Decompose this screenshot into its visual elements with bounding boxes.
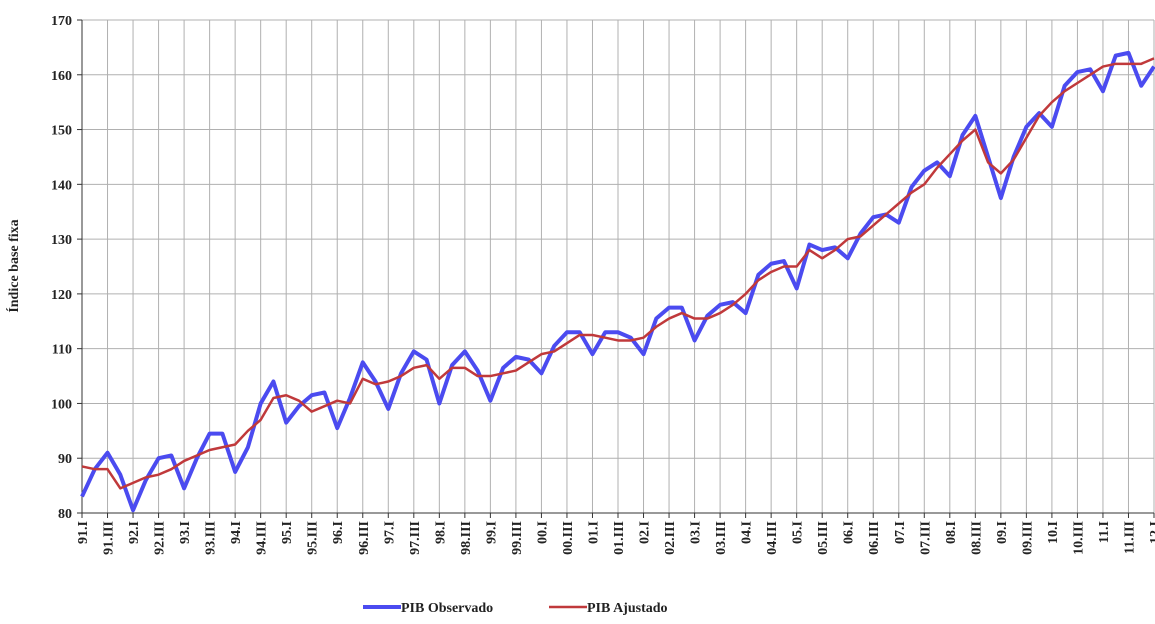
x-tick-label: 94.III (255, 521, 270, 555)
x-tick-label: 11.III (1122, 521, 1137, 554)
x-tick-label: 98.III (459, 521, 474, 555)
x-tick-label: 04.I (740, 521, 755, 544)
x-tick-label: 95.III (306, 521, 321, 555)
x-tick-label: 91.III (102, 521, 117, 555)
x-tick-label: 08.I (944, 521, 959, 544)
x-tick-label: 92.I (127, 521, 142, 544)
y-tick-label: 90 (58, 452, 72, 467)
x-tick-label: 92.III (153, 521, 168, 555)
x-tick-label: 99.III (510, 521, 525, 555)
x-tick-label: 05.I (791, 521, 806, 544)
x-tick-label: 05.III (816, 521, 831, 555)
x-tick-label: 09.I (995, 521, 1010, 544)
x-tick-label: 99.I (484, 521, 499, 544)
x-tick-label: 04.III (765, 521, 780, 555)
x-tick-label: 07.III (918, 521, 933, 555)
y-tick-label: 120 (51, 288, 72, 303)
x-tick-label: 98.I (433, 521, 448, 544)
x-tick-label: 06.III (867, 521, 882, 555)
data-line (81, 57, 1155, 490)
x-tick-label: 91.I (76, 521, 91, 544)
x-tick-label: 02.I (638, 521, 653, 544)
x-tick-label: 00.III (561, 521, 576, 555)
data-line (80, 50, 1155, 513)
x-tick-label: 06.I (842, 521, 857, 544)
x-tick-label: 03.III (714, 521, 729, 555)
x-tick-label: 03.I (689, 521, 704, 544)
y-tick-label: 80 (58, 507, 72, 522)
x-tick-label: 96.I (331, 521, 346, 544)
x-tick-label: 10.I (1046, 521, 1061, 544)
y-tick-label: 160 (51, 69, 72, 84)
x-tick-label: 95.I (280, 521, 295, 544)
x-tick-label: 08.III (969, 521, 984, 555)
x-tick-label: 01.III (612, 521, 627, 555)
x-tick-label: 07.I (893, 521, 908, 544)
x-tick-label: 10.III (1071, 521, 1086, 555)
x-tick-label: 97.III (408, 521, 423, 555)
x-tick-label: 12.I (1148, 521, 1155, 544)
y-tick-label: 140 (51, 178, 72, 193)
x-tick-label: 01.I (586, 521, 601, 544)
x-tick-label: 09.III (1020, 521, 1035, 555)
legend-label: PIB Ajustado (587, 601, 668, 616)
y-tick-label: 110 (52, 343, 72, 358)
x-tick-label: 11.I (1097, 521, 1112, 543)
legend-label: PIB Observado (401, 601, 493, 616)
y-tick-label: 130 (51, 233, 72, 248)
x-tick-label: 96.III (357, 521, 372, 555)
x-tick-label: 94.I (229, 521, 244, 544)
x-tick-label: 93.I (178, 521, 193, 544)
x-tick-label: 97.I (382, 521, 397, 544)
x-tick-label: 93.III (204, 521, 219, 555)
y-tick-label: 150 (51, 124, 72, 139)
y-tick-label: 170 (51, 14, 72, 29)
x-tick-label: 00.I (535, 521, 550, 544)
y-tick-label: 100 (51, 397, 72, 412)
x-tick-label: 02.III (663, 521, 678, 555)
y-axis-title: Índice base fixa (5, 219, 22, 312)
